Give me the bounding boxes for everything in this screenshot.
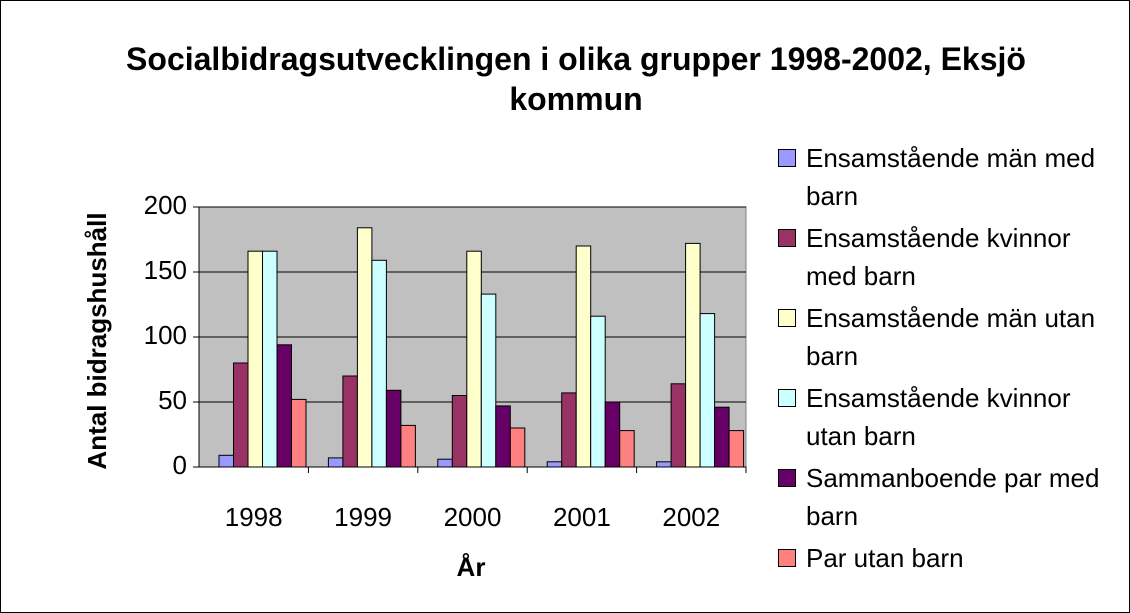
bar bbox=[400, 424, 416, 468]
bar bbox=[685, 242, 701, 468]
legend-entry: Par utan barn bbox=[776, 539, 1121, 577]
x-tick-label: 2000 bbox=[444, 502, 502, 532]
legend-label: Ensamstående män med barn bbox=[806, 143, 1096, 211]
x-tick-label: 2002 bbox=[662, 502, 720, 532]
bar bbox=[247, 250, 263, 468]
legend-entry: Ensamstående män med barn bbox=[776, 139, 1121, 215]
legend-swatch bbox=[778, 469, 796, 487]
chart-title: Socialbidragsutvecklingen i olika gruppe… bbox=[126, 41, 1026, 117]
y-tick-label: 50 bbox=[158, 385, 187, 415]
legend-label: Par utan barn bbox=[806, 543, 964, 573]
y-tick-label: 150 bbox=[144, 255, 187, 285]
bar bbox=[728, 430, 745, 468]
legend-entry: Ensamstående kvinnor med barn bbox=[776, 219, 1121, 295]
bar bbox=[575, 245, 592, 468]
bar bbox=[509, 427, 526, 468]
legend-swatch bbox=[778, 389, 796, 407]
bar bbox=[656, 461, 672, 468]
legend-label: Sammanboende par med barn bbox=[806, 463, 1100, 531]
bar bbox=[385, 389, 402, 468]
bar bbox=[495, 405, 511, 468]
bar bbox=[604, 401, 621, 468]
bar bbox=[218, 454, 234, 468]
legend-swatch bbox=[778, 149, 796, 167]
legend-entry: Ensamstående män utan barn bbox=[776, 299, 1121, 375]
legend-swatch bbox=[778, 309, 796, 327]
y-tick-label: 0 bbox=[173, 450, 187, 480]
bar bbox=[714, 406, 730, 468]
x-tick-label: 2001 bbox=[553, 502, 611, 532]
bar bbox=[276, 344, 292, 468]
x-tick-label: 1999 bbox=[334, 502, 392, 532]
legend-entry: Ensamstående kvinnor utan barn bbox=[776, 379, 1121, 455]
bar bbox=[699, 313, 716, 468]
bar bbox=[619, 430, 635, 468]
legend-label: Ensamstående kvinnor med barn bbox=[806, 223, 1071, 291]
x-tick-label: 1998 bbox=[225, 502, 283, 532]
bar bbox=[233, 362, 249, 468]
bar bbox=[451, 395, 468, 468]
bar bbox=[356, 227, 373, 468]
bar bbox=[670, 383, 687, 468]
legend-entry: Sammanboende par med barn bbox=[776, 459, 1121, 535]
bar bbox=[546, 461, 563, 468]
y-tick-label: 200 bbox=[144, 190, 187, 220]
bar bbox=[291, 398, 307, 468]
x-axis-title: År bbox=[457, 552, 486, 582]
bar bbox=[262, 250, 278, 468]
bar bbox=[342, 375, 358, 468]
legend-swatch bbox=[778, 549, 796, 567]
y-tick-label: 100 bbox=[144, 320, 187, 350]
bar bbox=[466, 250, 482, 468]
bar bbox=[590, 315, 606, 468]
bar bbox=[327, 457, 344, 468]
bar bbox=[437, 458, 453, 468]
bar bbox=[480, 293, 497, 468]
legend-swatch bbox=[778, 229, 796, 247]
bar bbox=[561, 392, 577, 468]
legend: Ensamstående män med barn Ensamstående kv… bbox=[776, 139, 1121, 581]
legend-label: Ensamstående män utan barn bbox=[806, 303, 1096, 371]
bar bbox=[371, 259, 387, 468]
y-axis-title: Antal bidragshushåll bbox=[82, 212, 112, 469]
legend-label: Ensamstående kvinnor utan barn bbox=[806, 383, 1071, 451]
